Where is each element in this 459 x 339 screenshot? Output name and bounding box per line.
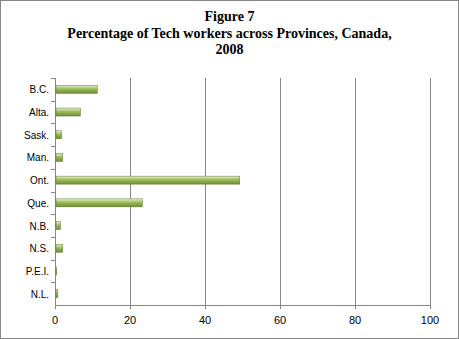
- title: Figure 7: [205, 9, 255, 24]
- grid-line: [430, 78, 431, 305]
- category-label: B.C.: [30, 84, 49, 95]
- category-label: N.S.: [30, 243, 49, 254]
- category-tick: [51, 214, 55, 215]
- grid-line: [205, 78, 206, 305]
- category-label: Que.: [27, 198, 49, 209]
- bars: [56, 85, 240, 297]
- category-label: Alta.: [29, 107, 49, 118]
- bar: [56, 199, 142, 207]
- category-tick: [51, 237, 55, 238]
- bar: [56, 222, 61, 230]
- category-tick: [51, 123, 55, 124]
- subtitle-line: 2008: [216, 42, 244, 57]
- bar: [56, 153, 63, 161]
- bar: [56, 244, 63, 252]
- category-tick: [51, 78, 55, 79]
- grid-line: [355, 78, 356, 305]
- tick-label: 100: [421, 314, 439, 326]
- chart-border: [1, 1, 459, 339]
- tick-label: 60: [274, 314, 286, 326]
- category-label: Ont.: [30, 175, 49, 186]
- category-tick: [51, 146, 55, 147]
- category-tick: [51, 260, 55, 261]
- category-label: Sask.: [24, 130, 49, 141]
- subtitle-line: Percentage of Tech workers across Provin…: [67, 26, 391, 41]
- tick-label: 20: [124, 314, 136, 326]
- grid-line: [130, 78, 131, 305]
- category-tick: [51, 282, 55, 283]
- chart-container: Figure 7 Percentage of Tech workers acros…: [0, 0, 459, 339]
- bar: [56, 108, 80, 116]
- bar: [56, 131, 62, 139]
- category-label: N.L.: [31, 289, 49, 300]
- category-label: P.E.I.: [26, 266, 49, 277]
- bar: [56, 176, 240, 184]
- category-label: N.B.: [30, 221, 49, 232]
- category-label: Man.: [27, 152, 49, 163]
- bar: [56, 267, 58, 275]
- subtitle: Percentage of Tech workers across Provin…: [67, 26, 391, 57]
- tick-mark: [430, 305, 431, 309]
- value-axis: [55, 305, 430, 306]
- category-tick: [51, 192, 55, 193]
- bar: [56, 290, 58, 298]
- grid-line: [280, 78, 281, 305]
- chart-svg: Figure 7 Percentage of Tech workers acros…: [0, 0, 459, 339]
- category-tick: [51, 101, 55, 102]
- tick-label: 80: [349, 314, 361, 326]
- bar: [56, 85, 97, 93]
- tick-label: 0: [52, 314, 58, 326]
- category-tick: [51, 169, 55, 170]
- tick-label: 40: [199, 314, 211, 326]
